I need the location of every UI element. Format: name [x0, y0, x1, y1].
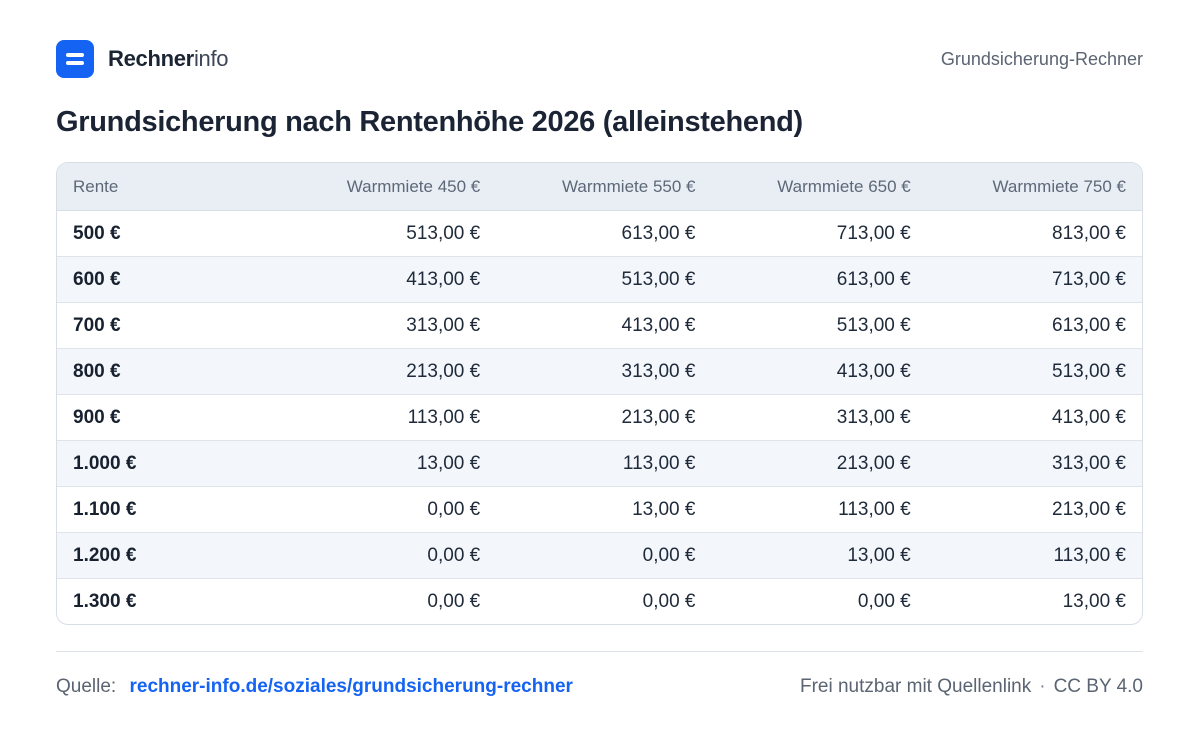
table-cell: 713,00 € — [711, 210, 927, 257]
table-cell: 0,00 € — [857, 590, 911, 612]
data-table-container: Rente Warmmiete 450 € Warmmiete 550 € Wa… — [56, 162, 1143, 625]
source-label: Quelle: — [56, 676, 117, 697]
table-cell: 513,00 € — [280, 210, 497, 257]
footer: Quelle: rechner-info.de/soziales/grundsi… — [56, 676, 1143, 698]
row-label: 1.100 € — [57, 486, 281, 533]
table-cell: 513,00 € — [926, 348, 1142, 395]
row-label: 800 € — [57, 348, 281, 395]
table-cell: 0,00 € — [280, 532, 497, 579]
table-cell: 213,00 € — [280, 348, 497, 395]
table-cell: 13,00 € — [280, 440, 497, 487]
row-label: 500 € — [57, 210, 281, 257]
table-row: 1.200 € 0,00 € 0,00 € 13,00 € 113,00 € — [57, 532, 1142, 579]
table-cell: 213,00 € — [711, 440, 927, 487]
table-cell: 613,00 € — [496, 210, 712, 257]
table-cell: 0,00 € — [642, 590, 696, 612]
table-cell: 613,00 € — [926, 302, 1142, 349]
row-label: 700 € — [57, 302, 281, 349]
license-line: Frei nutzbar mit Quellenlink · CC BY 4.0 — [800, 676, 1143, 698]
table-row: 800 € 213,00 € 313,00 € 413,00 € 513,00 … — [57, 348, 1142, 395]
table-cell: 413,00 € — [280, 256, 497, 303]
page-title: Grundsicherung nach Rentenhöhe 2026 (all… — [56, 106, 803, 138]
table-cell: 613,00 € — [711, 256, 927, 303]
source-link[interactable]: rechner-info.de/soziales/grundsicherung-… — [129, 676, 573, 697]
row-label: 600 € — [57, 256, 281, 303]
footer-divider — [56, 651, 1143, 652]
row-label: 1.200 € — [57, 532, 281, 579]
table-cell: 113,00 € — [496, 440, 712, 487]
table-cell: 0,00 € — [496, 532, 712, 579]
column-header-warmmiete-450: Warmmiete 450 € — [280, 163, 497, 211]
table-row: 500 € 513,00 € 613,00 € 713,00 € 813,00 … — [57, 210, 1142, 257]
license-note: Frei nutzbar mit Quellenlink — [799, 676, 1032, 697]
table-cell: 0,00 € — [427, 590, 481, 612]
column-header-warmmiete-650: Warmmiete 650 € — [711, 163, 927, 211]
table-cell: 213,00 € — [496, 394, 712, 441]
grundsicherung-table: Rente Warmmiete 450 € Warmmiete 550 € Wa… — [57, 163, 1142, 624]
table-cell: 813,00 € — [926, 210, 1142, 257]
table-row: 600 € 413,00 € 513,00 € 613,00 € 713,00 … — [57, 256, 1142, 303]
site-header: Rechnerinfo Grundsicherung-Rechner — [56, 40, 1143, 78]
table-cell: 513,00 € — [496, 256, 712, 303]
row-label: 1.000 € — [57, 440, 281, 487]
column-header-rente: Rente — [57, 163, 281, 211]
table-cell: 13,00 € — [496, 486, 712, 533]
brand-menu-icon — [56, 40, 94, 78]
license-name: CC BY 4.0 — [1053, 676, 1143, 697]
brand-logo-link[interactable]: Rechnerinfo — [56, 40, 229, 78]
table-cell: 113,00 € — [926, 532, 1142, 579]
brand-name: Rechnerinfo — [108, 46, 229, 72]
table-cell: 13,00 € — [1062, 590, 1126, 612]
brand-name-strong: Rechner — [108, 46, 194, 71]
row-label: 1.300 € — [73, 590, 137, 612]
table-row: 1.300 € 0,00 € 0,00 € 0,00 € 13,00 € — [57, 579, 1142, 625]
table-cell: 513,00 € — [711, 302, 927, 349]
calculator-name: Grundsicherung-Rechner — [940, 48, 1143, 69]
table-header-row: Rente Warmmiete 450 € Warmmiete 550 € Wa… — [57, 163, 1142, 211]
table-cell: 713,00 € — [926, 256, 1142, 303]
column-header-warmmiete-550: Warmmiete 550 € — [496, 163, 712, 211]
brand-name-light: info — [193, 46, 229, 71]
table-cell: 313,00 € — [496, 348, 712, 395]
table-cell: 413,00 € — [926, 394, 1142, 441]
table-cell: 413,00 € — [711, 348, 927, 395]
table-row: 1.000 € 13,00 € 113,00 € 213,00 € 313,00… — [57, 440, 1142, 487]
table-cell: 0,00 € — [280, 486, 497, 533]
table-cell: 313,00 € — [711, 394, 927, 441]
table-row: 1.100 € 0,00 € 13,00 € 113,00 € 213,00 € — [57, 486, 1142, 533]
table-row: 700 € 313,00 € 413,00 € 513,00 € 613,00 … — [57, 302, 1142, 349]
table-cell: 313,00 € — [280, 302, 497, 349]
table-cell: 213,00 € — [926, 486, 1142, 533]
source-line: Quelle: rechner-info.de/soziales/grundsi… — [56, 676, 573, 698]
table-row: 900 € 113,00 € 213,00 € 313,00 € 413,00 … — [57, 394, 1142, 441]
table-cell: 313,00 € — [926, 440, 1142, 487]
column-header-warmmiete-750: Warmmiete 750 € — [926, 163, 1142, 211]
table-cell: 113,00 € — [711, 486, 927, 533]
table-cell: 113,00 € — [280, 394, 497, 441]
separator-dot: · — [1039, 676, 1046, 697]
table-cell: 13,00 € — [711, 532, 927, 579]
table-cell: 413,00 € — [496, 302, 712, 349]
row-label: 900 € — [57, 394, 281, 441]
